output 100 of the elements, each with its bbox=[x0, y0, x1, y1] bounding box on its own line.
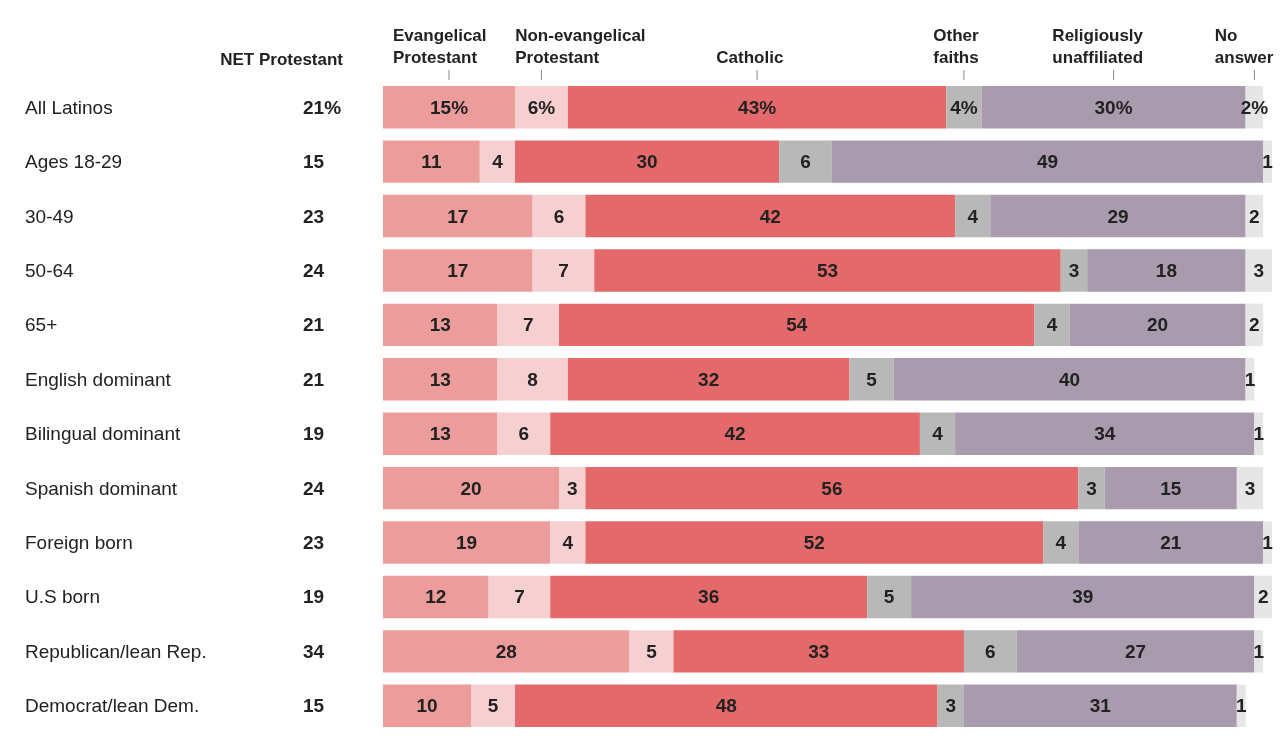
data-label: 34 bbox=[1094, 423, 1116, 445]
data-label: 4 bbox=[562, 532, 574, 554]
data-label: 3 bbox=[1253, 259, 1265, 281]
bar bbox=[1254, 575, 1272, 619]
series-label: Non-evangelical Protestant bbox=[515, 25, 646, 67]
data-label: 4 bbox=[1046, 314, 1058, 336]
bar bbox=[559, 303, 1035, 347]
data-label: 20 bbox=[1147, 314, 1169, 336]
data-label: 20 bbox=[460, 477, 482, 499]
bar bbox=[479, 140, 516, 183]
data-label: 29 bbox=[1107, 205, 1129, 227]
data-label: 1 bbox=[1253, 423, 1265, 445]
bar bbox=[383, 466, 560, 510]
y-tick-label: Bilingual dominant bbox=[25, 423, 181, 445]
series-label: Evangelical Protestant bbox=[393, 25, 487, 67]
text: 21% bbox=[303, 96, 342, 118]
data-label: 6 bbox=[553, 205, 565, 227]
bar bbox=[1016, 630, 1255, 673]
data-label: 2 bbox=[1249, 205, 1260, 227]
bar bbox=[1087, 249, 1246, 292]
text: 24 bbox=[303, 477, 325, 499]
data-label: 49 bbox=[1036, 151, 1059, 173]
data-label: 7 bbox=[558, 259, 569, 281]
bar bbox=[1069, 303, 1246, 347]
y-tick-label: English dominant bbox=[25, 368, 172, 390]
bar bbox=[1034, 303, 1070, 347]
y-tick-label: Democrat/lean Dem. bbox=[25, 695, 200, 717]
text: 23 bbox=[303, 205, 325, 227]
bar bbox=[567, 85, 947, 129]
data-label: 5 bbox=[646, 640, 658, 662]
series-label: Other faiths bbox=[933, 25, 980, 67]
bar bbox=[911, 575, 1255, 619]
bar bbox=[383, 303, 498, 347]
data-label: 11 bbox=[421, 151, 442, 173]
data-label: 4 bbox=[967, 205, 979, 227]
bar bbox=[497, 412, 551, 455]
bar bbox=[567, 358, 850, 401]
data-label: 17 bbox=[447, 205, 469, 227]
data-label: 43% bbox=[738, 96, 777, 118]
data-label: 28 bbox=[495, 640, 517, 662]
y-tick-label: Spanish dominant bbox=[25, 477, 178, 499]
data-label: 52 bbox=[803, 532, 825, 554]
data-label: 12 bbox=[425, 586, 447, 608]
bar bbox=[919, 412, 956, 455]
data-label: 30% bbox=[1094, 96, 1133, 118]
bar bbox=[629, 630, 674, 673]
data-label: 7 bbox=[522, 314, 534, 336]
series-label: Religiously unaffiliated bbox=[1052, 25, 1144, 67]
y-tick-label: Foreign born bbox=[25, 532, 133, 554]
text: 15 bbox=[303, 695, 325, 717]
text: 34 bbox=[303, 640, 325, 662]
text: 21 bbox=[303, 368, 325, 390]
bar bbox=[383, 684, 472, 728]
data-label: 39 bbox=[1072, 586, 1094, 608]
data-label: 2% bbox=[1240, 96, 1269, 118]
bar bbox=[779, 140, 832, 183]
data-label: 18 bbox=[1155, 259, 1177, 281]
bar bbox=[515, 140, 780, 183]
data-label: 53 bbox=[816, 259, 839, 281]
data-label: 30 bbox=[636, 151, 658, 173]
data-label: 33 bbox=[808, 640, 830, 662]
bar bbox=[550, 575, 868, 619]
text: 19 bbox=[303, 423, 325, 445]
bar bbox=[383, 630, 630, 673]
data-label: 4 bbox=[492, 151, 504, 173]
data-label: 2 bbox=[1257, 586, 1269, 608]
data-label: 3 bbox=[945, 695, 957, 717]
data-label: 1 bbox=[1262, 532, 1274, 554]
data-label: 10 bbox=[416, 695, 438, 717]
data-label: 1 bbox=[1235, 695, 1247, 717]
bar bbox=[383, 194, 533, 238]
data-label: 3 bbox=[1244, 477, 1256, 499]
data-label: 6 bbox=[985, 640, 996, 662]
y-tick-label: Republican/lean Rep. bbox=[25, 640, 207, 662]
data-label: 31 bbox=[1089, 695, 1112, 717]
bar bbox=[383, 521, 551, 564]
bar bbox=[955, 194, 991, 238]
bar bbox=[1060, 249, 1088, 292]
bar bbox=[585, 521, 1044, 564]
bar bbox=[383, 412, 498, 455]
text: 23 bbox=[303, 532, 325, 554]
bar bbox=[515, 684, 938, 728]
bar bbox=[849, 358, 894, 401]
data-label: 54 bbox=[786, 314, 808, 336]
text: 24 bbox=[303, 259, 325, 281]
series-label: Catholic bbox=[716, 47, 784, 67]
data-label: 13 bbox=[429, 314, 451, 336]
bar bbox=[383, 249, 533, 292]
bar bbox=[550, 521, 586, 564]
data-label: 21 bbox=[1160, 532, 1182, 554]
data-label: 1 bbox=[1262, 151, 1274, 173]
data-label: 3 bbox=[566, 477, 578, 499]
bar bbox=[585, 466, 1079, 510]
data-label: 5 bbox=[866, 368, 878, 390]
bar bbox=[1078, 521, 1264, 564]
bar bbox=[1104, 466, 1237, 510]
bar bbox=[497, 303, 560, 347]
data-label: 1 bbox=[1244, 368, 1256, 390]
data-label: 19 bbox=[456, 532, 478, 554]
data-label: 15 bbox=[1160, 477, 1182, 499]
